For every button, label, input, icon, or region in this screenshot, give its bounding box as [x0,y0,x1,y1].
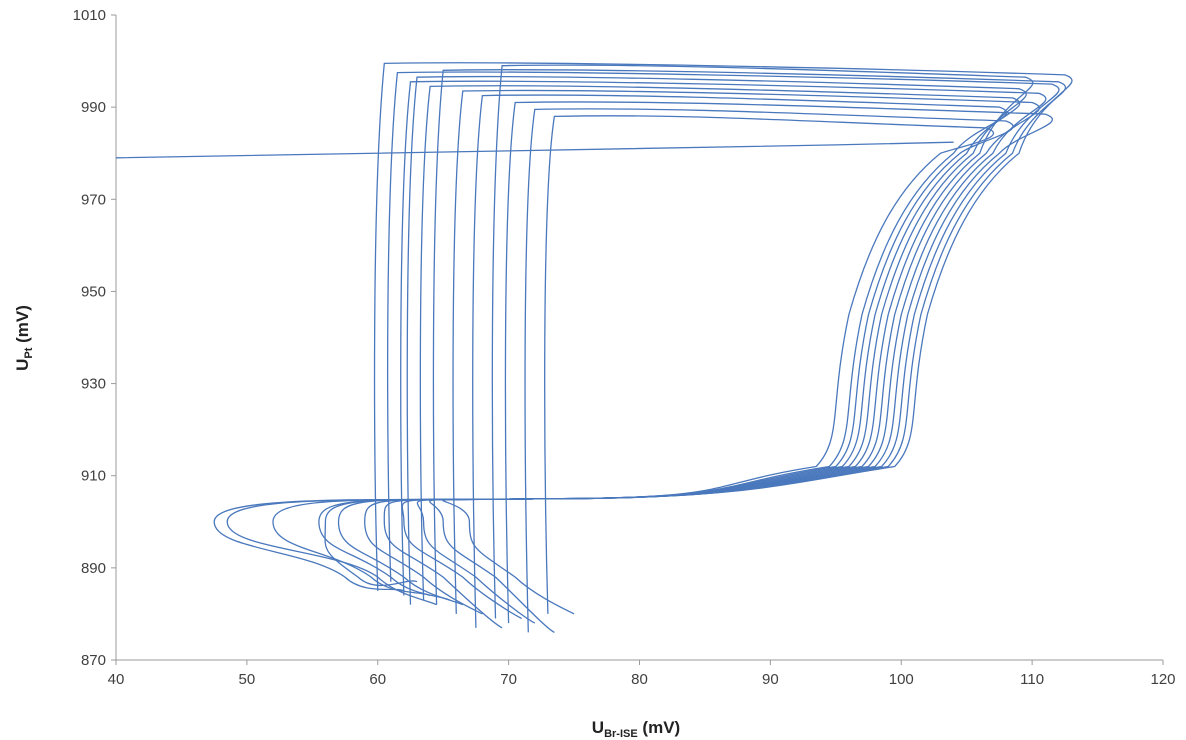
x-axis-title-main: U [592,718,604,737]
x-tick-label: 60 [369,671,386,688]
series-line-cycle-2 [272,80,1047,597]
x-tick-label: 50 [239,671,256,688]
x-tick-label: 70 [500,671,517,688]
y-tick-label: 890 [81,560,106,577]
y-tick-label: 950 [81,283,106,300]
y-axis-title: UPt (mV) [13,305,35,371]
x-tick-label: 110 [1020,671,1044,688]
series-line-cycle-7 [383,94,1008,629]
y-tick-label: 870 [81,652,106,669]
y-tick-label: 910 [81,468,106,485]
y-axis-title-sub: Pt [23,347,35,358]
series-line-cycle-10 [429,108,1014,633]
series-line-cycle-11 [442,115,995,615]
x-tick-label: 120 [1150,671,1175,688]
y-tick-label: 970 [81,191,106,208]
y-tick-label: 1010 [73,7,106,24]
series-line-cycle-8 [401,64,1034,620]
y-tick-label: 930 [81,376,106,393]
x-tick-label: 100 [889,671,914,688]
y-axis-title-unit: (mV) [13,305,32,348]
x-tick-label: 90 [762,671,779,688]
x-axis-title-unit: (mV) [638,718,681,737]
x-tick-label: 80 [631,671,648,688]
series-line-cycle-9 [416,101,1054,624]
series-line-cycle-12 [213,62,1073,592]
x-axis-title-sub: Br-ISE [604,728,638,740]
x-axis-title: UBr-ISE (mV) [592,718,680,740]
y-tick-label: 990 [81,99,106,116]
y-axis-title-main: U [13,359,32,371]
series-line-cycle-5 [337,69,1067,606]
series-line-cycle-6 [364,89,1040,615]
series-line-cycle-1 [226,75,1027,606]
x-tick-label: 40 [108,671,125,688]
series-line-cycle-3 [324,71,1060,587]
series-line-lead-in [115,141,954,159]
